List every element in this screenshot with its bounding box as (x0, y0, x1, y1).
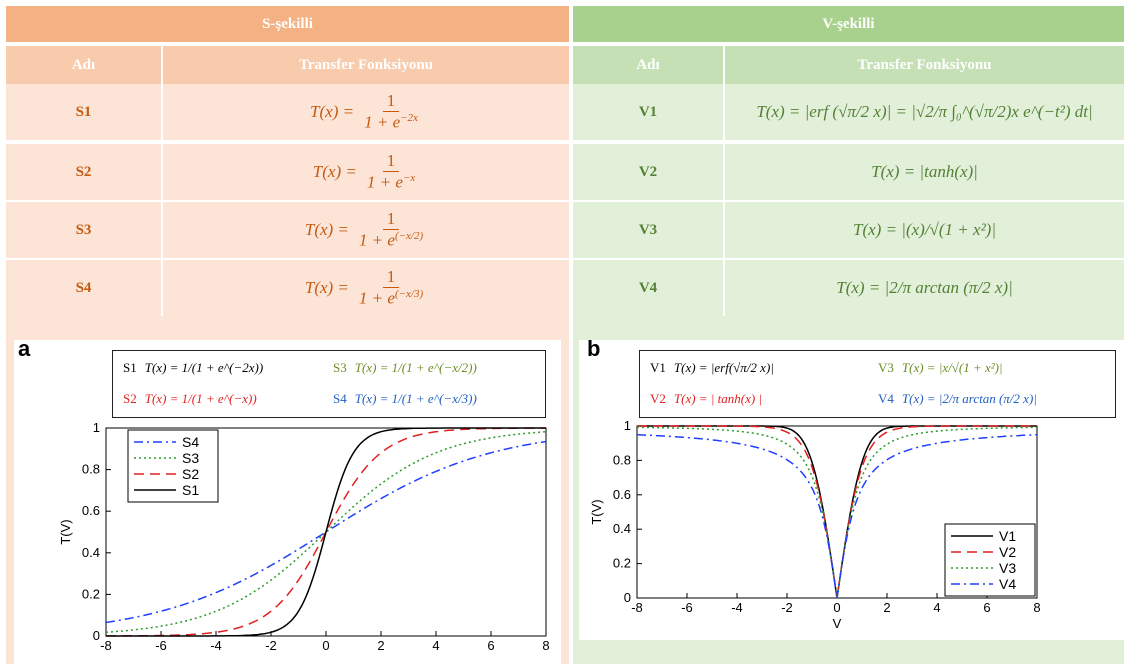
y-tick-label: 0.4 (613, 521, 631, 536)
x-tick-label: -2 (781, 600, 793, 615)
y-axis-label: T(V) (58, 519, 73, 544)
legend-entry-v3: V3 T(x) = |x/√(1 + x²)| (878, 360, 1003, 375)
series-line-v3 (636, 426, 1038, 599)
x-tick-label: 2 (883, 600, 890, 615)
legend-entry-v4: V4 T(x) = |2/π arctan (π/2 x)| (878, 391, 1037, 406)
y-tick-label: 0.2 (82, 586, 100, 601)
chart-legend (944, 523, 1036, 597)
x-tick-label: -2 (265, 638, 277, 653)
legend-label-v3: V3 (999, 560, 1016, 576)
legend-label-v1: V1 (999, 528, 1016, 544)
figure-a-formula-legend: S1 T(x) = 1/(1 + e^(−2x)) S2 T(x) = 1/(1… (112, 350, 546, 418)
x-tick-label: 4 (933, 600, 940, 615)
x-axis-label: V (833, 616, 842, 631)
y-tick-label: 0 (93, 628, 100, 643)
chart-legend (127, 429, 219, 503)
x-tick-label: -8 (631, 600, 643, 615)
figure-b: b V1 T(x) = |erf(√π/2 x)| V2 T(x) = | ta… (579, 336, 1124, 640)
v-row-formula: T(x) = |(x)/√(1 + x²)| (725, 202, 1124, 258)
figure-a: a S1 T(x) = 1/(1 + e^(−2x)) S2 T(x) = 1/… (14, 336, 561, 664)
legend-entry-v2: V2 T(x) = | tanh(x) | (650, 391, 763, 406)
series-line-s4 (105, 440, 547, 624)
series-line-s1 (106, 427, 546, 637)
s-row-name: S1 (6, 84, 161, 140)
v-row-formula: T(x) = |2/π arctan (π/2 x)| (725, 260, 1124, 316)
x-tick-label: -4 (210, 638, 222, 653)
x-tick-label: -6 (681, 600, 693, 615)
transfer-functions-table: S-şekilli V-şekilli Adı Transfer Fonksiy… (6, 6, 1124, 664)
s-col-name-header: Adı (6, 46, 161, 84)
x-tick-label: 2 (377, 638, 384, 653)
x-tick-label: -6 (155, 638, 167, 653)
v-col-func-header: Transfer Fonksiyonu (725, 46, 1124, 84)
y-tick-label: 0.6 (613, 487, 631, 502)
y-axis-label: T(V) (589, 499, 604, 524)
x-tick-label: 0 (322, 638, 329, 653)
y-tick-label: 1 (93, 420, 100, 435)
y-tick-label: 0.6 (82, 503, 100, 518)
legend-label-s1: S1 (182, 482, 199, 498)
s-row-name: S3 (6, 202, 161, 258)
figure-a-cell: a S1 T(x) = 1/(1 + e^(−2x)) S2 T(x) = 1/… (6, 316, 569, 664)
y-tick-label: 0 (624, 590, 631, 605)
legend-entry-s4: S4 T(x) = 1/(1 + e^(−x/3)) (333, 391, 477, 406)
v-row-name: V3 (573, 202, 723, 258)
v-row-name: V2 (573, 144, 723, 200)
v-col-name-header: Adı (573, 46, 723, 84)
legend-entry-s3: S3 T(x) = 1/(1 + e^(−x/2)) (333, 360, 477, 375)
x-tick-label: 6 (487, 638, 494, 653)
figure-b-formula-legend: V1 T(x) = |erf(√π/2 x)| V2 T(x) = | tanh… (639, 350, 1116, 418)
x-tick-label: -8 (100, 638, 112, 653)
v-row-name: V1 (573, 84, 723, 140)
y-tick-label: 0.8 (613, 452, 631, 467)
x-tick-label: 6 (983, 600, 990, 615)
y-tick-label: 0.4 (82, 545, 100, 560)
legend-label-v4: V4 (999, 576, 1016, 592)
series-line-s2 (106, 427, 546, 637)
s-shaped-header: S-şekilli (6, 6, 569, 42)
x-tick-label: -4 (731, 600, 743, 615)
legend-entry-s2: S2 T(x) = 1/(1 + e^(−x)) (123, 391, 257, 406)
x-tick-label: 8 (1033, 600, 1040, 615)
figure-b-cell: b V1 T(x) = |erf(√π/2 x)| V2 T(x) = | ta… (573, 316, 1124, 664)
figure-b-letter: b (587, 336, 601, 361)
x-tick-label: 8 (542, 638, 549, 653)
figure-a-letter: a (18, 336, 31, 361)
v-shaped-header: V-şekilli (573, 6, 1124, 42)
y-tick-label: 0.2 (613, 556, 631, 571)
legend-entry-v1: V1 T(x) = |erf(√π/2 x)| (650, 360, 774, 375)
legend-label-s3: S3 (182, 450, 199, 466)
s-col-func-header: Transfer Fonksiyonu (163, 46, 569, 84)
x-tick-label: 4 (432, 638, 439, 653)
legend-label-s4: S4 (182, 434, 199, 450)
legend-entry-s1: S1 T(x) = 1/(1 + e^(−2x)) (123, 360, 264, 375)
x-tick-label: 0 (833, 600, 840, 615)
s-row-name: S2 (6, 144, 161, 200)
legend-label-s2: S2 (182, 466, 199, 482)
legend-label-v2: V2 (999, 544, 1016, 560)
y-tick-label: 1 (624, 420, 631, 433)
v-row-formula: T(x) = |tanh(x)| (725, 144, 1124, 200)
v-row-name: V4 (573, 260, 723, 316)
series-line-v4 (636, 433, 1038, 599)
y-tick-label: 0.8 (82, 462, 100, 477)
s-row-name: S4 (6, 260, 161, 316)
v-row-formula: T(x) = |erf (√π/2 x)| = |√2/π ∫₀^(√π/2)x… (725, 84, 1124, 140)
